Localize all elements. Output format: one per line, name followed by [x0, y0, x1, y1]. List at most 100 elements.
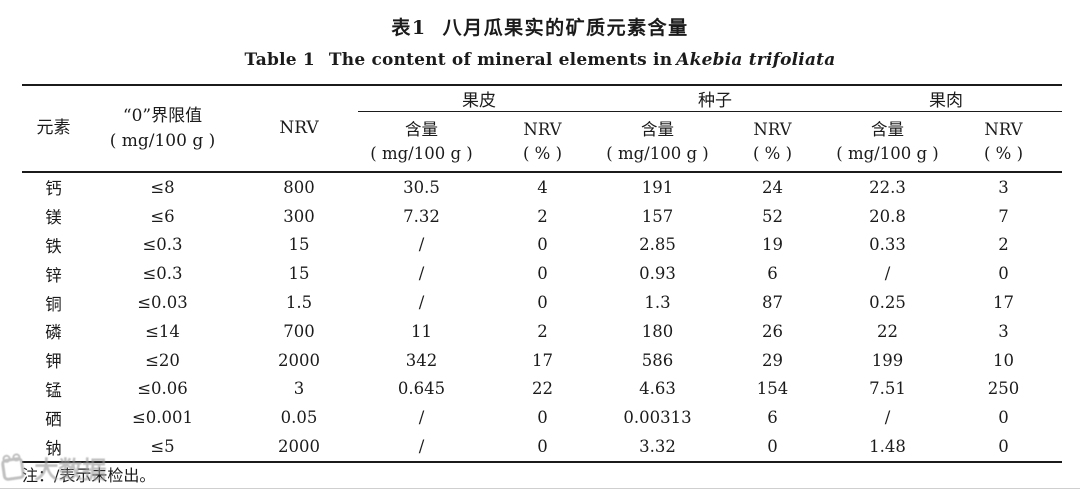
- cell-seed-nrv: 24: [762, 177, 783, 197]
- cell-peel-nrv: 0: [537, 408, 548, 428]
- cell-element: 铁: [45, 236, 62, 256]
- header-pulp-content-unit: ( mg/100 g ): [836, 143, 939, 163]
- cell-seed-content: 586: [641, 350, 674, 370]
- header-seed-nrv: NRV ( % ): [715, 111, 830, 173]
- header-peel-content-unit: ( mg/100 g ): [370, 143, 473, 163]
- cell-peel-content: 11: [411, 321, 432, 341]
- header-seed-content: 含量 ( mg/100 g ): [600, 111, 715, 173]
- cell-seed-content: 4.63: [639, 379, 676, 399]
- cell-peel-content: 7.32: [403, 206, 440, 226]
- cell-pulp-content: 0.33: [869, 235, 906, 255]
- header-group-pulp: 果肉: [830, 85, 1062, 112]
- header-pulp-content-label: 含量: [871, 119, 904, 139]
- header-peel-nrv: NRV ( % ): [485, 111, 600, 173]
- cell-seed-nrv: 0: [767, 437, 778, 457]
- cell-element: 磷: [45, 323, 62, 343]
- cell-limit: ≤0.03: [137, 293, 188, 313]
- cell-nrv: 800: [283, 177, 315, 197]
- cell-peel-nrv: 0: [537, 437, 548, 457]
- cell-pulp-content: 0.25: [869, 293, 906, 313]
- cell-peel-content: 342: [405, 350, 438, 370]
- cell-limit: ≤8: [150, 177, 175, 197]
- header-nrv: NRV: [240, 85, 358, 173]
- cell-pulp-content: 20.8: [869, 206, 906, 226]
- cell-seed-content: 0.00313: [623, 408, 692, 428]
- header-group-peel: 果皮: [358, 85, 600, 112]
- cell-seed-nrv: 19: [762, 235, 783, 255]
- cell-limit: ≤14: [145, 321, 180, 341]
- table-title-en: Table 1 The content of mineral elements i…: [0, 50, 1080, 70]
- cell-pulp-nrv: 0: [998, 408, 1009, 428]
- table-row: 锰 ≤0.06 3 0.645 22 4.63 154 7.51 250: [22, 375, 1062, 404]
- cell-seed-nrv: 6: [767, 408, 778, 428]
- header-peel-nrv-label: NRV: [523, 119, 562, 139]
- cell-peel-content: 0.645: [397, 379, 446, 399]
- cell-pulp-nrv: 3: [998, 321, 1009, 341]
- cell-nrv: 2000: [278, 437, 320, 457]
- cell-limit: ≤0.06: [137, 379, 188, 399]
- mineral-elements-table: 元素 “0”界限值 ( mg/100 g ) NRV 果皮 种子 果肉 含量 (…: [22, 84, 1062, 463]
- header-seed-content-unit: ( mg/100 g ): [606, 143, 709, 163]
- cell-element: 锌: [45, 265, 62, 285]
- table-row: 磷 ≤14 700 11 2 180 26 22 3: [22, 317, 1062, 346]
- cell-seed-content: 180: [641, 321, 674, 341]
- table-row: 硒 ≤0.001 0.05 / 0 0.00313 6 / 0: [22, 403, 1062, 432]
- cell-peel-content: 30.5: [403, 177, 440, 197]
- header-zero-limit-unit: ( mg/100 g ): [109, 130, 216, 151]
- cell-pulp-nrv: 0: [998, 437, 1009, 457]
- cell-element: 镁: [45, 208, 62, 228]
- cell-seed-nrv: 87: [762, 293, 783, 313]
- cell-nrv: 15: [288, 235, 310, 255]
- table-row: 钙 ≤8 800 30.5 4 191 24 22.3 3: [22, 172, 1062, 202]
- cell-peel-content: /: [418, 408, 425, 428]
- cell-pulp-nrv: 17: [993, 293, 1014, 313]
- table-footnote: 注：/表示未检出。: [22, 466, 156, 485]
- cell-peel-nrv: 0: [537, 264, 548, 284]
- cell-limit: ≤20: [145, 350, 180, 370]
- table-row: 铜 ≤0.03 1.5 / 0 1.3 87 0.25 17: [22, 288, 1062, 317]
- cell-seed-content: 191: [641, 177, 674, 197]
- cell-nrv: 3: [293, 379, 305, 399]
- cell-limit: ≤0.001: [131, 408, 194, 428]
- cell-seed-content: 1.3: [644, 293, 671, 313]
- watermark-logo-icon: [0, 456, 26, 482]
- header-zero-limit: “0”界限值 ( mg/100 g ): [85, 85, 240, 173]
- cell-pulp-content: 199: [871, 350, 904, 370]
- cell-peel-nrv: 4: [537, 177, 548, 197]
- cell-pulp-content: /: [884, 408, 891, 428]
- cell-pulp-nrv: 250: [987, 379, 1020, 399]
- table-title-cn-text: 八月瓜果实的矿质元素含量: [442, 17, 689, 39]
- header-pulp-nrv: NRV ( % ): [945, 111, 1062, 173]
- cell-element: 锰: [45, 380, 62, 400]
- table-title-cn: 表1 八月瓜果实的矿质元素含量: [0, 16, 1080, 40]
- species-name: Akebia trifoliata: [676, 50, 836, 70]
- cell-seed-nrv: 52: [762, 206, 783, 226]
- cell-pulp-nrv: 2: [998, 235, 1009, 255]
- cell-limit: ≤0.3: [142, 264, 183, 284]
- cell-pulp-content: 7.51: [869, 379, 906, 399]
- cell-seed-content: 157: [641, 206, 674, 226]
- header-zero-limit-line1: “0”界限值: [122, 105, 203, 126]
- table-row: 锌 ≤0.3 15 / 0 0.93 6 / 0: [22, 259, 1062, 288]
- cell-peel-content: /: [418, 437, 425, 457]
- header-element: 元素: [22, 85, 85, 173]
- table-row: 钾 ≤20 2000 342 17 586 29 199 10: [22, 346, 1062, 375]
- cell-element: 钾: [45, 352, 62, 372]
- cell-element: 铜: [45, 294, 62, 314]
- cell-nrv: 0.05: [280, 408, 318, 428]
- cell-pulp-content: 22.3: [869, 177, 906, 197]
- cell-seed-nrv: 29: [762, 350, 783, 370]
- header-peel-nrv-unit: ( % ): [522, 143, 563, 163]
- table-row: 铁 ≤0.3 15 / 0 2.85 19 0.33 2: [22, 231, 1062, 260]
- cell-peel-content: /: [418, 264, 425, 284]
- header-pulp-nrv-unit: ( % ): [983, 143, 1024, 163]
- header-seed-nrv-unit: ( % ): [752, 143, 793, 163]
- cell-pulp-content: 1.48: [869, 437, 906, 457]
- cell-peel-nrv: 17: [532, 350, 553, 370]
- cell-peel-content: /: [418, 293, 425, 313]
- cell-element: 钠: [45, 438, 62, 458]
- cell-peel-nrv: 0: [537, 293, 548, 313]
- cell-seed-content: 0.93: [639, 264, 676, 284]
- cell-pulp-nrv: 3: [998, 177, 1009, 197]
- cell-limit: ≤6: [150, 206, 175, 226]
